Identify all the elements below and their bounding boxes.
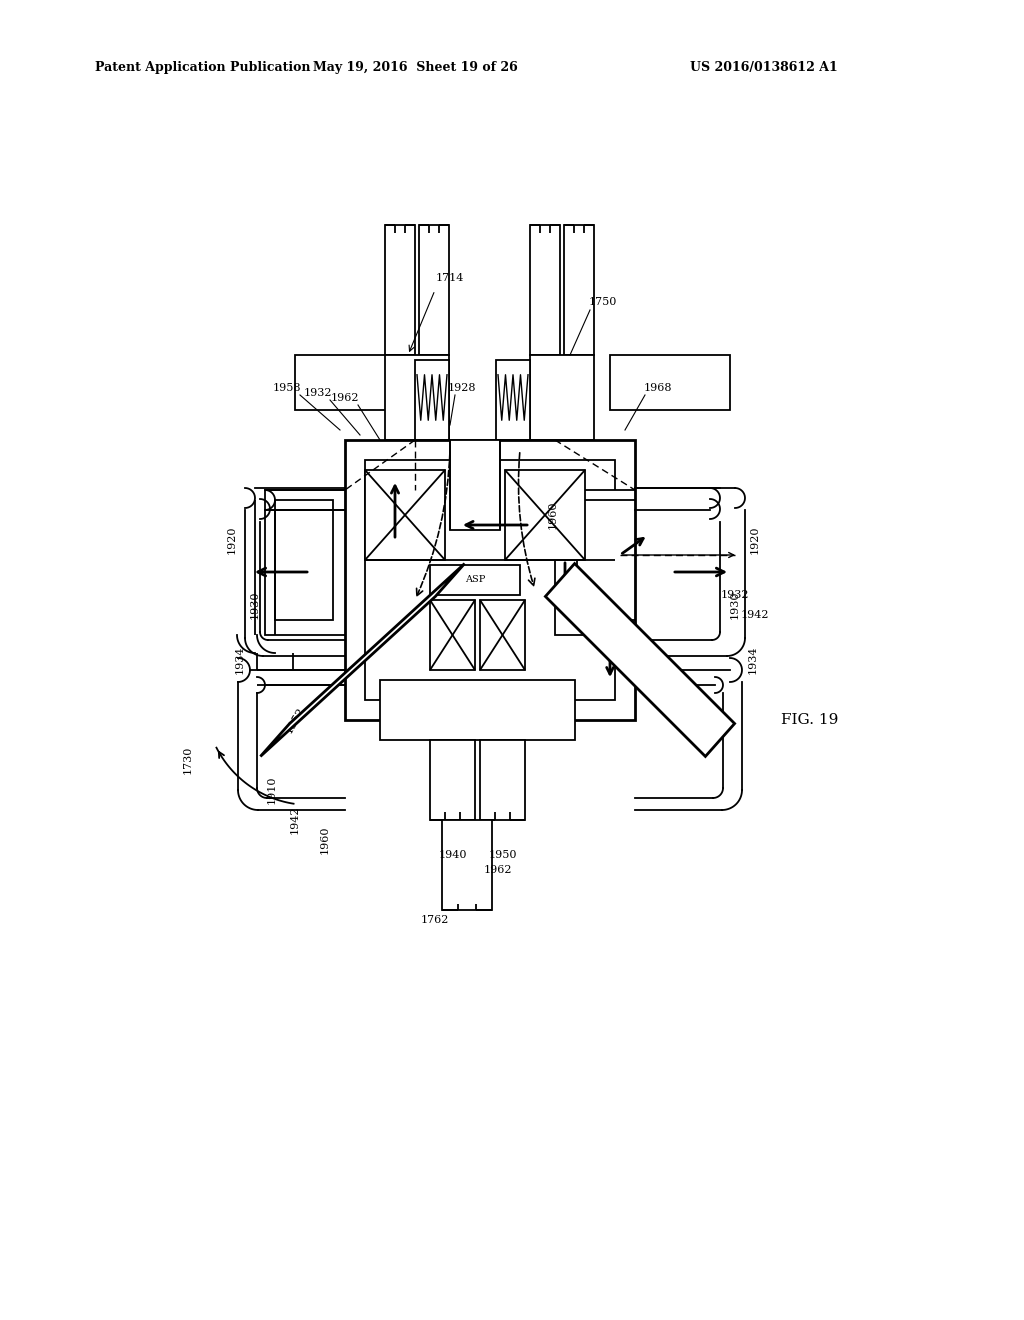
Bar <box>577 500 635 620</box>
Text: 1920: 1920 <box>227 525 237 554</box>
Bar <box>530 224 560 355</box>
Text: 1950: 1950 <box>488 850 517 861</box>
Bar <box>380 680 575 741</box>
Text: 1940: 1940 <box>438 850 467 861</box>
Bar <box>419 224 449 355</box>
Bar <box>496 360 530 440</box>
Text: 1962: 1962 <box>331 393 359 403</box>
Text: 1932: 1932 <box>721 590 750 601</box>
Bar <box>275 500 333 620</box>
Bar <box>345 440 635 719</box>
Text: 1910: 1910 <box>267 776 278 804</box>
Text: 1932: 1932 <box>304 388 332 399</box>
Text: 1960: 1960 <box>548 500 558 529</box>
Polygon shape <box>260 564 465 756</box>
Text: 1960: 1960 <box>319 826 330 854</box>
Text: 1968: 1968 <box>644 383 672 393</box>
Bar <box>480 741 525 820</box>
Bar <box>610 355 730 411</box>
Bar <box>385 355 449 440</box>
Text: 1920: 1920 <box>750 525 760 554</box>
Text: 1952: 1952 <box>284 705 306 735</box>
Bar <box>530 355 594 440</box>
Text: 1958: 1958 <box>272 383 301 393</box>
Bar <box>430 601 475 671</box>
Bar <box>365 459 615 700</box>
Text: 1942: 1942 <box>740 610 769 620</box>
Text: 1750: 1750 <box>589 297 617 308</box>
Bar <box>415 360 449 440</box>
Text: 1730: 1730 <box>183 746 193 775</box>
Text: 1714: 1714 <box>436 273 464 282</box>
Text: 1942: 1942 <box>290 805 300 834</box>
Text: 1762: 1762 <box>421 915 450 925</box>
Text: 1962: 1962 <box>483 865 512 875</box>
Bar <box>265 490 345 635</box>
Text: Patent Application Publication: Patent Application Publication <box>95 62 310 74</box>
Bar <box>365 470 445 560</box>
Text: 1934: 1934 <box>748 645 758 675</box>
Bar <box>505 470 585 560</box>
Bar <box>555 490 635 635</box>
Text: ASP: ASP <box>465 576 485 585</box>
Bar <box>480 601 525 671</box>
Text: 1934: 1934 <box>234 645 245 675</box>
Bar <box>295 355 415 411</box>
Text: 1930: 1930 <box>730 591 740 619</box>
Text: US 2016/0138612 A1: US 2016/0138612 A1 <box>690 62 838 74</box>
Text: FIG. 19: FIG. 19 <box>781 713 839 727</box>
Bar <box>385 224 415 355</box>
Bar <box>430 565 520 595</box>
Polygon shape <box>546 564 734 756</box>
Bar <box>430 741 475 820</box>
Text: May 19, 2016  Sheet 19 of 26: May 19, 2016 Sheet 19 of 26 <box>312 62 517 74</box>
Bar <box>450 440 500 531</box>
Text: 1930: 1930 <box>250 591 260 619</box>
Bar <box>442 820 492 909</box>
Text: 1928: 1928 <box>447 383 476 393</box>
Bar <box>564 224 594 355</box>
